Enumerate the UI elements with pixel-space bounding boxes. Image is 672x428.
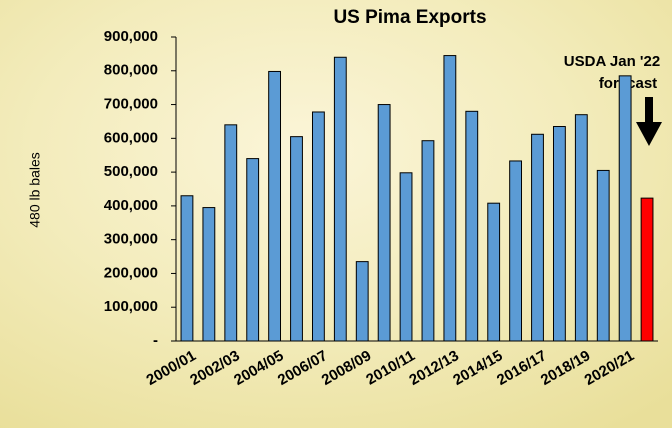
bar — [400, 173, 412, 341]
bar — [575, 115, 587, 341]
bar — [619, 76, 631, 341]
bar — [488, 203, 500, 341]
bar — [597, 170, 609, 341]
bar — [269, 71, 281, 341]
bar — [444, 56, 456, 341]
bar — [422, 141, 434, 341]
y-tick-label: 600,000 — [104, 129, 158, 146]
y-tick-label: 100,000 — [104, 298, 158, 315]
bar — [532, 134, 544, 341]
bar — [378, 105, 390, 341]
y-tick-label: 700,000 — [104, 96, 158, 113]
bar — [334, 57, 346, 341]
bar — [225, 125, 237, 341]
y-tick-label: 900,000 — [104, 28, 158, 45]
y-tick-label: 400,000 — [104, 197, 158, 214]
y-axis-label: 480 lb bales — [27, 152, 43, 228]
bar — [181, 196, 193, 341]
bar — [291, 137, 303, 341]
bar — [510, 161, 522, 341]
y-tick-label: 500,000 — [104, 163, 158, 180]
bar — [247, 159, 259, 341]
bar — [356, 262, 368, 341]
chart: US Pima Exports 480 lb bales USDA Jan '2… — [0, 0, 672, 428]
y-tick-label: 300,000 — [104, 231, 158, 248]
page: {"chart_data": {"type": "bar", "title": … — [0, 0, 672, 428]
annotation: USDA Jan '22 — [564, 53, 660, 70]
y-tick-label: - — [153, 332, 158, 349]
y-tick-label: 800,000 — [104, 62, 158, 79]
bar — [641, 198, 653, 341]
bar — [203, 208, 215, 341]
chart-title: US Pima Exports — [333, 7, 486, 28]
bar — [466, 111, 478, 341]
y-tick-label: 200,000 — [104, 264, 158, 281]
bar — [553, 127, 565, 341]
bar — [312, 112, 324, 341]
